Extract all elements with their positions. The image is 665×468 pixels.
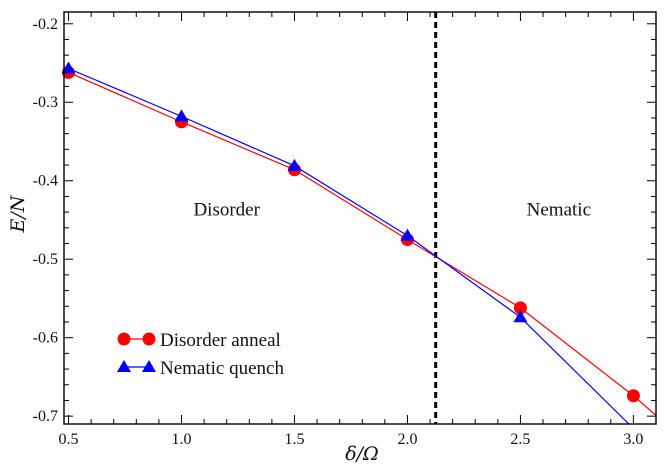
legend: Disorder anneal Nematic quench [117, 330, 284, 379]
x-tick-label: 3.0 [623, 431, 643, 448]
x-tick-label: 2.0 [397, 431, 417, 448]
series-lines [68, 67, 657, 425]
region-label-nematic: Nematic [527, 199, 591, 220]
data-point-nematic [61, 61, 76, 74]
plot-frame [63, 11, 657, 425]
x-ticks [68, 12, 657, 424]
y-tick-label: -0.5 [33, 251, 58, 268]
data-point-disorder [513, 301, 527, 315]
legend-marker-disorder-left [117, 332, 131, 346]
data-point-nematic [174, 109, 189, 122]
x-tick-label: 0.5 [59, 431, 79, 448]
x-tick-label: 1.0 [171, 431, 191, 448]
y-axis-title: E/N [7, 194, 29, 233]
legend-marker-disorder-right [142, 332, 156, 346]
legend-marker-nematic-left [117, 360, 131, 372]
x-tick-label: 1.5 [284, 431, 304, 448]
x-axis-title: δ/Ω [345, 443, 379, 465]
data-point-disorder [626, 389, 640, 403]
y-tick-label: -0.6 [33, 330, 58, 347]
legend-marker-nematic-right [142, 360, 156, 372]
series-line-1 [68, 67, 630, 425]
series-markers [61, 61, 640, 403]
y-tick-label: -0.2 [33, 16, 58, 33]
y-tick-label: -0.4 [33, 173, 58, 190]
x-tick-labels: 0.5 1.0 1.5 2.0 2.5 3.0 [59, 431, 644, 448]
data-point-nematic [287, 158, 302, 171]
region-label-disorder: Disorder [193, 199, 260, 220]
y-tick-label: -0.7 [33, 408, 58, 425]
y-tick-label: -0.3 [33, 94, 58, 111]
y-tick-labels: -0.2 -0.3 -0.4 -0.5 -0.6 -0.7 [33, 16, 58, 425]
x-tick-label: 2.5 [510, 431, 530, 448]
y-ticks [64, 23, 656, 417]
legend-label-disorder: Disorder anneal [160, 330, 281, 351]
data-point-nematic [513, 310, 528, 323]
legend-label-nematic: Nematic quench [160, 358, 284, 379]
data-point-nematic [400, 228, 415, 241]
